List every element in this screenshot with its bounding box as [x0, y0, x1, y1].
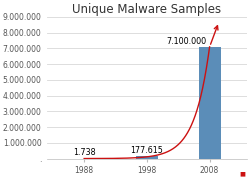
- Bar: [198, 47, 220, 159]
- Bar: [136, 156, 158, 159]
- Title: Unique Malware Samples: Unique Malware Samples: [72, 3, 222, 16]
- Text: ■: ■: [239, 171, 245, 176]
- Text: 7.100.000: 7.100.000: [166, 37, 206, 46]
- Text: 177.615: 177.615: [130, 146, 163, 155]
- Text: 1.738: 1.738: [73, 148, 96, 157]
